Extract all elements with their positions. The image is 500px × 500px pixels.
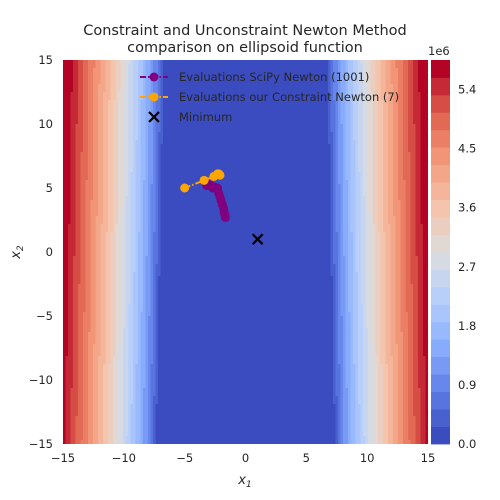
y-tick-label: 0 [46,245,53,259]
data-series [180,169,264,245]
chart-title-line2: comparison on ellipsoid function [127,40,363,56]
colorbar-band [431,129,450,148]
legend-item: Evaluations SciPy Newton (1001) [140,70,369,84]
colorbar-band [431,391,450,410]
y-axis-ticks: −15 −10 −5 0 5 10 15 [29,53,53,451]
legend-marker [149,92,159,102]
colorbar-band [431,112,450,131]
colorbar-tick-label: 2.7 [458,260,476,274]
x-tick-label: −15 [51,451,75,465]
colorbar-band [431,94,450,113]
legend-label: Evaluations our Constraint Newton (7) [179,90,399,104]
colorbar-band [431,182,450,201]
colorbar-tick-label: 4.5 [458,142,476,156]
x-axis-label: x1 [237,473,251,490]
colorbar-band [431,356,450,375]
y-tick-label: −15 [29,437,53,451]
colorbar-scale-label: 1e6 [428,44,450,58]
data-point [220,212,230,222]
x-tick-label: 10 [360,451,375,465]
minimum-marker [251,233,264,245]
data-point [199,175,209,185]
colorbar-tick-label: 5.4 [458,83,476,97]
legend-item: Evaluations our Constraint Newton (7) [140,90,399,104]
colorbar-band [431,77,450,96]
legend-label: Minimum [179,110,232,124]
series-1 [180,169,225,193]
colorbar-band [431,147,450,166]
legend: Evaluations SciPy Newton (1001) Evaluatio… [140,70,399,124]
contour-fill [63,60,428,444]
colorbar-band [431,426,450,445]
y-tick-label: 15 [38,53,53,67]
colorbar-band [431,321,450,340]
colorbar-band [431,217,450,235]
data-point [215,170,225,180]
series-2 [251,233,264,245]
colorbar-band [431,252,450,270]
y-tick-label: −10 [29,373,53,387]
legend-marker [148,111,160,123]
x-tick-label: −5 [176,451,193,465]
x-axis-ticks: −15 −10 −5 0 5 10 15 [51,451,435,465]
legend-label: Evaluations SciPy Newton (1001) [179,70,369,84]
legend-item: Minimum [148,110,232,124]
colorbar-band [431,234,450,253]
x-tick-label: 0 [242,451,249,465]
chart-title-line1: Constraint and Unconstraint Newton Metho… [83,23,406,39]
x-tick-label: −10 [112,451,136,465]
colorbar-band [431,409,450,427]
colorbar-band [431,339,450,358]
x-tick-label: 5 [303,451,310,465]
series-0 [202,179,230,222]
colorbar-tick-label: 0.9 [458,378,476,392]
colorbar-band [431,269,450,288]
colorbar-band [431,304,450,323]
colorbar-tick-label: 0.0 [458,437,476,451]
colorbar: 0.0 0.9 1.8 2.7 3.6 4.5 5.4 [431,60,476,451]
y-axis-label: x2 [9,245,26,260]
data-point [180,183,190,193]
colorbar-band [431,60,450,78]
colorbar-tick-label: 1.8 [458,319,476,333]
colorbar-tick-label: 3.6 [458,201,476,215]
y-tick-label: 5 [46,181,53,195]
colorbar-band [431,374,450,393]
legend-marker [149,72,159,82]
colorbar-band [431,286,450,305]
y-tick-label: 10 [38,117,53,131]
colorbar-band [431,164,450,183]
y-tick-label: −5 [36,309,53,323]
x-tick-label: 15 [421,451,436,465]
colorbar-band [431,199,450,218]
